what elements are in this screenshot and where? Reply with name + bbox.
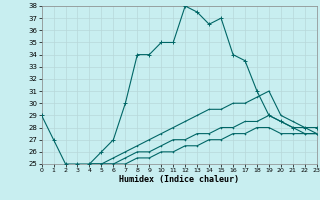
X-axis label: Humidex (Indice chaleur): Humidex (Indice chaleur): [119, 175, 239, 184]
